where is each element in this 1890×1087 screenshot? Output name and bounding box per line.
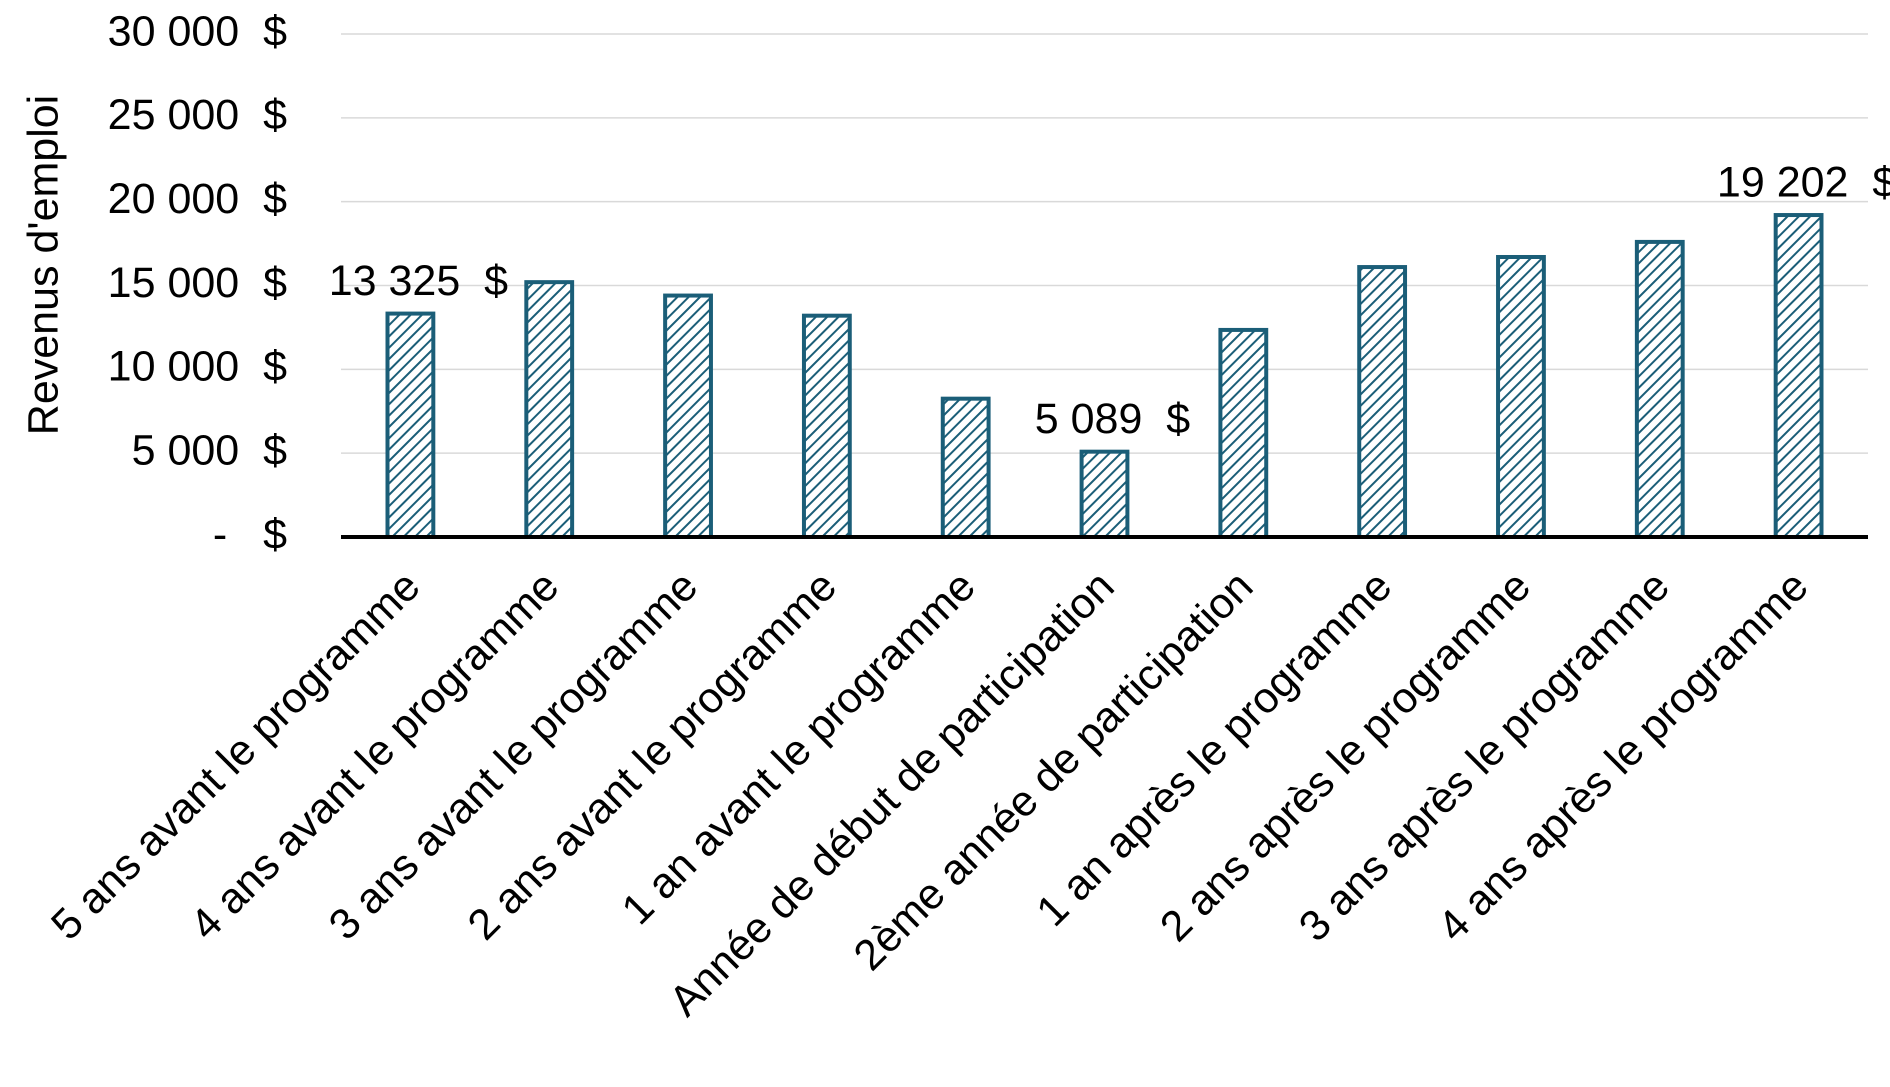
bar <box>1357 265 1408 539</box>
y-axis-title: Revenus d'emploi <box>19 95 67 435</box>
bar <box>385 311 436 539</box>
bar <box>1218 327 1269 539</box>
bar <box>663 293 713 539</box>
bar <box>1079 449 1130 540</box>
bar <box>1634 239 1685 539</box>
y-tick-label: 5 000 $ <box>132 427 287 475</box>
data-label: 19 202 $ <box>1717 158 1890 206</box>
y-tick-label: 10 000 $ <box>108 343 287 391</box>
y-tick-label: - $ <box>213 510 287 558</box>
y-tick-label: 25 000 $ <box>108 91 287 139</box>
data-label: 5 089 $ <box>1035 395 1190 443</box>
bar <box>524 280 575 539</box>
bar <box>1496 254 1546 539</box>
y-tick-label: 15 000 $ <box>108 259 287 307</box>
bar <box>801 313 852 539</box>
y-tick-label: 20 000 $ <box>108 175 287 223</box>
y-tick-label: 30 000 $ <box>108 7 287 55</box>
bar <box>1773 213 1824 539</box>
data-label: 13 325 $ <box>329 257 508 305</box>
bar <box>940 396 991 539</box>
